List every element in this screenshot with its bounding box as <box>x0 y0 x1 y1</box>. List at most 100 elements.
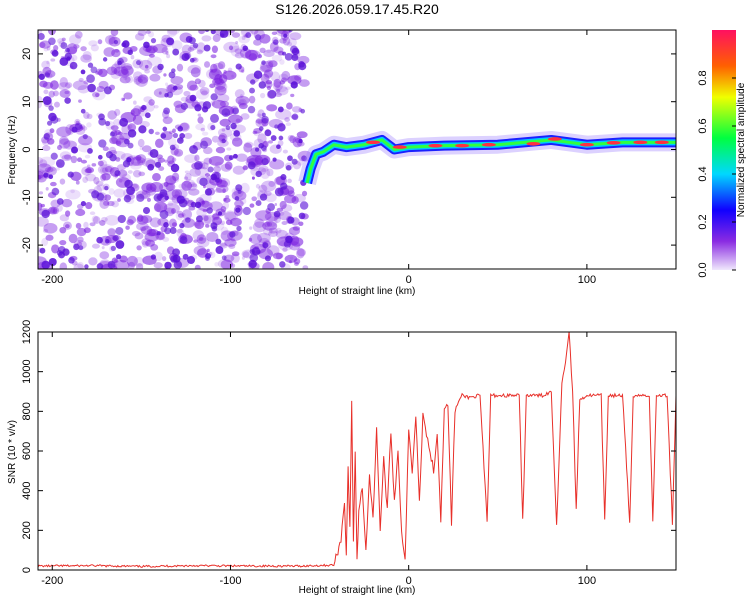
colorbar-tick-label: 0.4 <box>697 166 709 181</box>
colorbar-ticks: 0.0 0.2 0.4 0.6 0.8 <box>697 70 736 278</box>
noise-blob <box>266 85 272 91</box>
noise-blob <box>63 221 72 230</box>
noise-blob <box>165 50 169 55</box>
noise-blob <box>169 227 177 235</box>
noise-blob <box>103 200 110 206</box>
noise-blob <box>85 173 97 182</box>
noise-blob <box>164 93 169 98</box>
noise-blob <box>71 54 78 62</box>
noise-blob <box>240 113 250 120</box>
noise-blob <box>270 71 280 82</box>
noise-blob <box>77 85 90 94</box>
noise-blob <box>250 30 259 35</box>
noise-blob <box>103 86 112 95</box>
noise-blob <box>240 182 250 194</box>
noise-blob <box>284 254 298 263</box>
noise-blob <box>238 101 242 106</box>
noise-blob <box>193 245 207 256</box>
noise-blob <box>281 77 288 83</box>
y-tick-label: 200 <box>21 521 33 539</box>
noise-blob <box>276 89 281 93</box>
noise-blob <box>201 200 210 208</box>
noise-blob <box>49 128 55 134</box>
noise-blob <box>296 159 304 166</box>
noise-blob <box>90 66 98 74</box>
noise-blob <box>86 164 91 168</box>
noise-blob <box>201 35 212 42</box>
noise-blob <box>215 238 222 245</box>
noise-blob <box>162 237 170 242</box>
noise-blob <box>157 157 165 163</box>
noise-blob <box>163 222 169 228</box>
noise-blob <box>230 253 240 263</box>
noise-blob <box>211 226 218 232</box>
noise-blob <box>261 115 269 124</box>
noise-blob <box>43 47 49 52</box>
noise-blob <box>296 248 306 257</box>
noise-blob <box>155 138 164 148</box>
noise-blob <box>64 90 70 95</box>
noise-blob <box>280 182 288 190</box>
noise-blob <box>87 148 93 154</box>
noise-blob <box>236 225 242 232</box>
noise-blob <box>194 78 202 85</box>
noise-blob <box>124 179 133 189</box>
noise-blob <box>224 238 237 247</box>
noise-blob <box>112 235 119 242</box>
noise-blob <box>48 105 54 111</box>
noise-blob <box>230 263 236 268</box>
noise-blob <box>292 226 301 231</box>
noise-blob <box>77 236 84 243</box>
noise-blob <box>115 254 122 260</box>
noise-blob <box>65 124 75 136</box>
noise-blob <box>95 180 104 187</box>
noise-blob <box>225 195 230 199</box>
noise-blob <box>273 81 283 91</box>
noise-blob <box>66 129 72 134</box>
colorbar-tick-label: 0.2 <box>697 214 709 229</box>
noise-blob <box>136 222 149 231</box>
noise-blob <box>211 99 226 109</box>
noise-blob <box>282 247 288 252</box>
noise-blob <box>111 48 121 58</box>
y-tick-label: 1200 <box>21 320 33 344</box>
x-tick-label: -100 <box>219 575 241 587</box>
x-tick-label: 0 <box>406 575 412 587</box>
noise-blob <box>104 185 109 191</box>
noise-blob <box>252 130 258 135</box>
noise-blob <box>42 81 54 89</box>
noise-blob <box>260 73 270 83</box>
noise-blob <box>56 204 63 212</box>
noise-blob <box>188 188 200 196</box>
noise-blob <box>88 40 98 47</box>
noise-blob <box>43 133 50 140</box>
noise-blob <box>91 243 100 249</box>
noise-blob <box>80 108 86 114</box>
noise-blob <box>147 163 155 171</box>
noise-blob <box>171 157 177 162</box>
noise-blob <box>199 177 208 187</box>
noise-blob <box>242 165 248 171</box>
snr-panel: -200 -100 0 100 0 200 400 600 800 1000 1200 Heigh… <box>7 320 677 596</box>
noise-blob <box>38 163 52 173</box>
noise-blob <box>204 61 211 68</box>
noise-blob <box>274 92 282 98</box>
noise-blob <box>239 47 252 59</box>
noise-blob <box>210 93 218 101</box>
noise-blob <box>97 164 115 176</box>
noise-blob <box>249 87 255 94</box>
noise-blob <box>82 176 89 183</box>
noise-blob <box>141 240 149 248</box>
noise-blob <box>73 263 85 269</box>
noise-blob <box>265 59 274 69</box>
noise-blob <box>86 74 95 83</box>
noise-blob <box>269 159 285 170</box>
noise-blob <box>230 238 236 242</box>
noise-blob <box>213 165 222 173</box>
noise-blob <box>65 224 70 229</box>
noise-blob <box>198 30 205 35</box>
noise-blob <box>237 98 247 107</box>
noise-blob <box>148 128 154 135</box>
noise-blob <box>39 247 46 254</box>
